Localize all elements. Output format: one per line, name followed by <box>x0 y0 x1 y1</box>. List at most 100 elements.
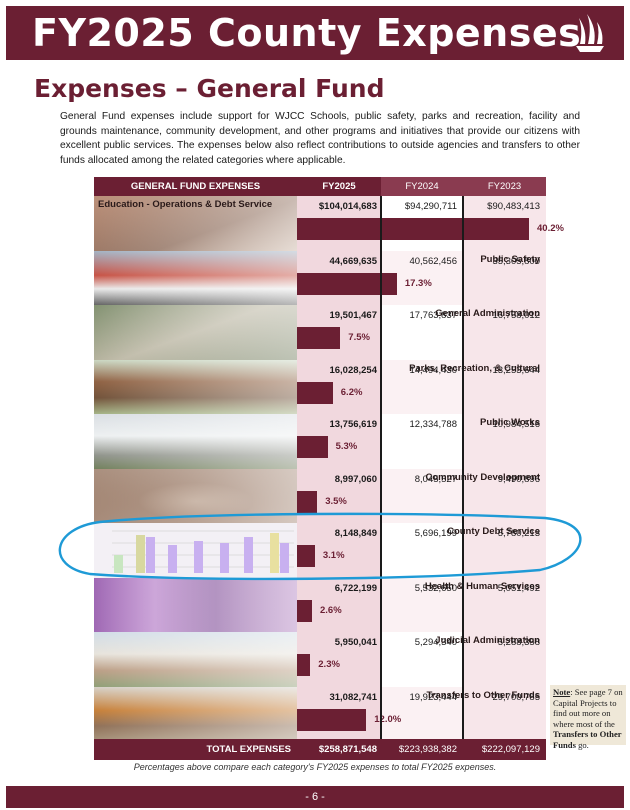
section-title: Expenses – General Fund <box>34 74 385 103</box>
pct-bar <box>297 708 367 731</box>
row-label: General Administration <box>435 308 540 319</box>
fy2023-value: 5,780,213 <box>497 528 540 539</box>
fy2025-value: 13,756,619 <box>329 419 377 430</box>
category-photo <box>94 196 297 251</box>
intro-paragraph: General Fund expenses include support fo… <box>60 111 580 166</box>
fy2024-value: 5,294,340 <box>414 637 457 648</box>
total-fy2025: $258,871,548 <box>318 744 377 755</box>
fy2023-value: 29,700,785 <box>492 691 540 703</box>
fy2023-value: $90,483,413 <box>487 201 540 212</box>
fy2025-value: 44,669,635 <box>329 255 377 267</box>
page-title: FY2025 County Expenses <box>32 11 582 55</box>
row-label: Community Development <box>425 471 540 483</box>
fy2025-value: 8,997,060 <box>334 473 377 485</box>
fy2025-value: 6,722,199 <box>334 582 377 594</box>
fy2023-value: 16,758,012 <box>492 310 540 321</box>
pct-bar <box>297 436 328 458</box>
total-fy2024: $223,938,382 <box>398 744 457 755</box>
fy2024-value: 19,923,444 <box>409 691 457 703</box>
pct-bar <box>297 654 311 676</box>
row-label: Public Safety <box>480 253 540 265</box>
table-row: Community Development 8,997,060 8,045,52… <box>94 468 546 523</box>
fy2023-value: 13,253,644 <box>492 364 540 376</box>
pct-bar <box>297 490 318 513</box>
pct-label: 7.5% <box>348 332 370 343</box>
category-photo <box>94 250 297 305</box>
fy2025-value: 8,148,849 <box>334 528 377 539</box>
table-row: General Administration 19,501,467 17,763… <box>94 305 546 360</box>
pct-bar <box>297 599 312 622</box>
mini-bar-chart-graphic <box>112 530 294 573</box>
fy2024-value: 8,045,527 <box>414 473 457 485</box>
fy2024-value: 40,562,456 <box>409 255 457 267</box>
table-row: Public Safety 44,669,635 40,562,456 35,3… <box>94 250 546 305</box>
table-row: Public Works 13,756,619 12,334,788 10,98… <box>94 414 546 469</box>
column-header: GENERAL FUND EXPENSES <box>94 177 297 196</box>
fy2023-value: 5,051,492 <box>497 582 540 594</box>
column-header: FY2023 <box>463 177 546 196</box>
expenses-table: GENERAL FUND EXPENSES FY2025 FY2024 FY20… <box>94 177 564 760</box>
row-label: Judicial Administration <box>435 635 540 646</box>
pct-label: 40.2% <box>537 223 564 234</box>
category-photo <box>94 577 297 632</box>
header-banner: FY2025 County Expenses <box>6 6 624 60</box>
fy2025-value: 5,950,041 <box>334 637 377 648</box>
category-photo <box>94 468 297 523</box>
fy2025-value: 19,501,467 <box>329 310 377 321</box>
category-photo <box>94 359 297 414</box>
table-row: County Debt Service 8,148,849 5,696,199 … <box>94 523 546 578</box>
pct-label: 17.3% <box>404 277 432 289</box>
category-photo <box>94 414 297 469</box>
category-photo <box>94 632 297 687</box>
column-header: FY2025 <box>297 177 381 196</box>
pct-label: 2.6% <box>320 604 342 616</box>
fy2023-value: 35,305,800 <box>492 255 540 267</box>
column-divider <box>380 196 382 739</box>
fy2024-value: 14,494,430 <box>409 364 457 376</box>
pct-bar <box>297 327 341 349</box>
column-header: FY2024 <box>381 177 463 196</box>
pct-bar <box>297 272 397 295</box>
category-photo <box>94 686 297 739</box>
row-label: Education - Operations & Debt Service <box>98 199 273 210</box>
row-label: Health & Human Services <box>424 580 540 592</box>
category-photo <box>94 523 297 578</box>
fy2023-value: 9,490,896 <box>497 473 540 485</box>
table-row: Judicial Administration 5,950,041 5,294,… <box>94 632 546 687</box>
row-label: Parks, Recreation, & Cultural <box>409 362 540 374</box>
table-row: Education - Operations & Debt Service $1… <box>94 196 564 251</box>
table-row: Transfers to Other Funds 31,082,741 19,9… <box>94 686 546 739</box>
total-fy2023: $222,097,129 <box>481 744 540 755</box>
category-photo <box>94 305 297 360</box>
pct-label: 6.2% <box>340 386 363 398</box>
column-divider <box>462 196 464 739</box>
table-row: Health & Human Services 6,722,199 5,532,… <box>94 577 546 632</box>
pct-label: 12.0% <box>374 713 402 725</box>
pct-bar <box>297 381 333 404</box>
table-footnote: Percentages above compare each category'… <box>133 762 497 772</box>
fy2024-value: 5,532,650 <box>414 582 457 594</box>
fy2025-value: 31,082,741 <box>329 691 377 703</box>
total-label: TOTAL EXPENSES <box>206 744 291 755</box>
fy2023-value: 5,288,358 <box>497 637 540 648</box>
pct-bar <box>297 545 315 567</box>
pct-label: 2.3% <box>318 659 340 670</box>
fy2025-value: $104,014,683 <box>318 201 377 212</box>
table-row: Parks, Recreation, & Cultural 16,028,254… <box>94 359 546 414</box>
total-row: TOTAL EXPENSES $258,871,548 $223,938,382… <box>94 739 546 760</box>
page-number: - 6 - <box>6 786 624 808</box>
row-label: Transfers to Other Funds <box>426 689 541 701</box>
fy2023-value: 10,984,516 <box>492 419 540 430</box>
pct-label: 5.3% <box>335 441 358 452</box>
pct-bar <box>297 218 529 240</box>
fy2025-value: 16,028,254 <box>329 364 377 376</box>
fy2024-value: 5,696,199 <box>414 528 457 539</box>
side-note: Note: See page 7 on Capital Projects to … <box>550 685 626 750</box>
fy2024-value: 17,763,837 <box>409 310 457 321</box>
sailing-ship-icon <box>576 14 604 52</box>
fy2024-value: 12,334,788 <box>409 419 457 430</box>
row-label: Public Works <box>479 417 540 428</box>
pct-label: 3.5% <box>325 495 347 507</box>
fy2024-value: $94,290,711 <box>404 201 457 212</box>
pct-label: 3.1% <box>322 550 345 561</box>
